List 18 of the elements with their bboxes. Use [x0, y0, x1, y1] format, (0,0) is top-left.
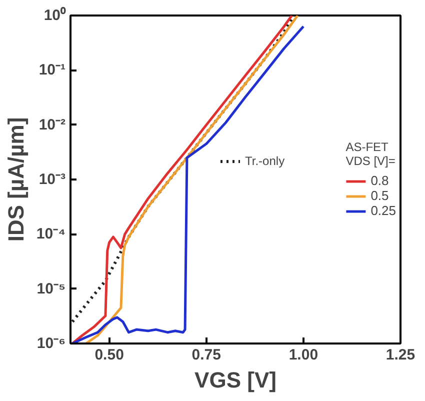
legend-label: Tr.-only: [245, 154, 285, 168]
y-tick-label: 10⁻³: [38, 171, 66, 188]
x-tick-label: 1.00: [288, 346, 318, 364]
y-tick-label: 10⁰: [44, 6, 66, 24]
x-axis-title: VGS [V]: [194, 368, 276, 392]
y-tick-label: 10⁻⁵: [36, 280, 66, 298]
legend-title: AS-FET VDS [V]=: [346, 140, 396, 168]
y-tick-label: 10⁻²: [38, 116, 66, 134]
x-tick-label: 1.25: [386, 346, 416, 364]
y-tick-label: 10⁻¹: [38, 62, 66, 79]
y-axis-title: IDS [µA/µm]: [3, 117, 28, 242]
legend-label: 0.25: [370, 203, 396, 218]
legend-label: 0.5: [370, 188, 390, 203]
legend-label: 0.8: [370, 173, 390, 188]
x-tick-label: 0.75: [192, 346, 221, 364]
x-tick-label: 0.50: [94, 346, 124, 364]
y-tick-label: 10⁻⁶: [36, 335, 66, 352]
y-tick-label: 10⁻⁴: [36, 226, 66, 243]
